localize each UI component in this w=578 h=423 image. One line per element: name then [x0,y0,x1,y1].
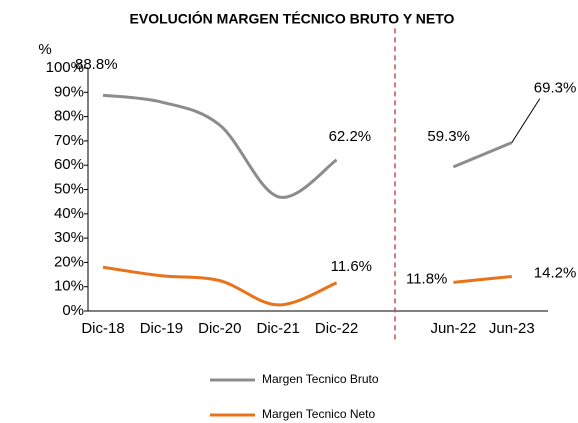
data-label: 11.8% [406,270,447,287]
y-tick-label: 60% [54,156,84,173]
leader-line [511,98,541,143]
x-tick-label: Dic-19 [140,320,183,337]
y-tick-label: 30% [54,229,84,246]
data-label: 11.6% [331,258,372,275]
x-tick-label: Jun-23 [489,320,535,337]
chart-title: EVOLUCIÓN MARGEN TÉCNICO BRUTO Y NETO [130,10,455,27]
x-tick-label: Jun-22 [430,320,476,337]
x-tick-label: Dic-22 [315,320,358,337]
y-tick-label: 50% [54,180,84,197]
data-label: 59.3% [427,128,470,145]
legend-label: Margen Tecnico Neto [262,407,376,421]
y-tick-label: 10% [54,278,84,295]
line [452,141,513,169]
y-tick-label: 0% [62,302,84,319]
legend-label: Margen Tecnico Bruto [262,372,379,386]
data-label: 14.2% [534,264,577,281]
y-tick-label: 40% [54,205,84,222]
line [453,275,512,284]
y-tick-label: 90% [54,83,84,100]
data-label: 62.2% [329,128,372,145]
y-tick-label: 70% [54,132,84,149]
x-tick-label: Dic-18 [81,320,124,337]
y-tick-label: 80% [54,108,84,125]
line [102,93,338,199]
data-label: 69.3% [534,80,577,97]
x-tick-label: Dic-21 [257,320,300,337]
y-tick-label: 100% [46,59,84,76]
y-axis-label: % [38,41,51,58]
data-label: 88.8% [75,56,118,73]
y-tick-label: 20% [54,253,84,270]
x-tick-label: Dic-20 [198,320,241,337]
line [102,265,338,307]
